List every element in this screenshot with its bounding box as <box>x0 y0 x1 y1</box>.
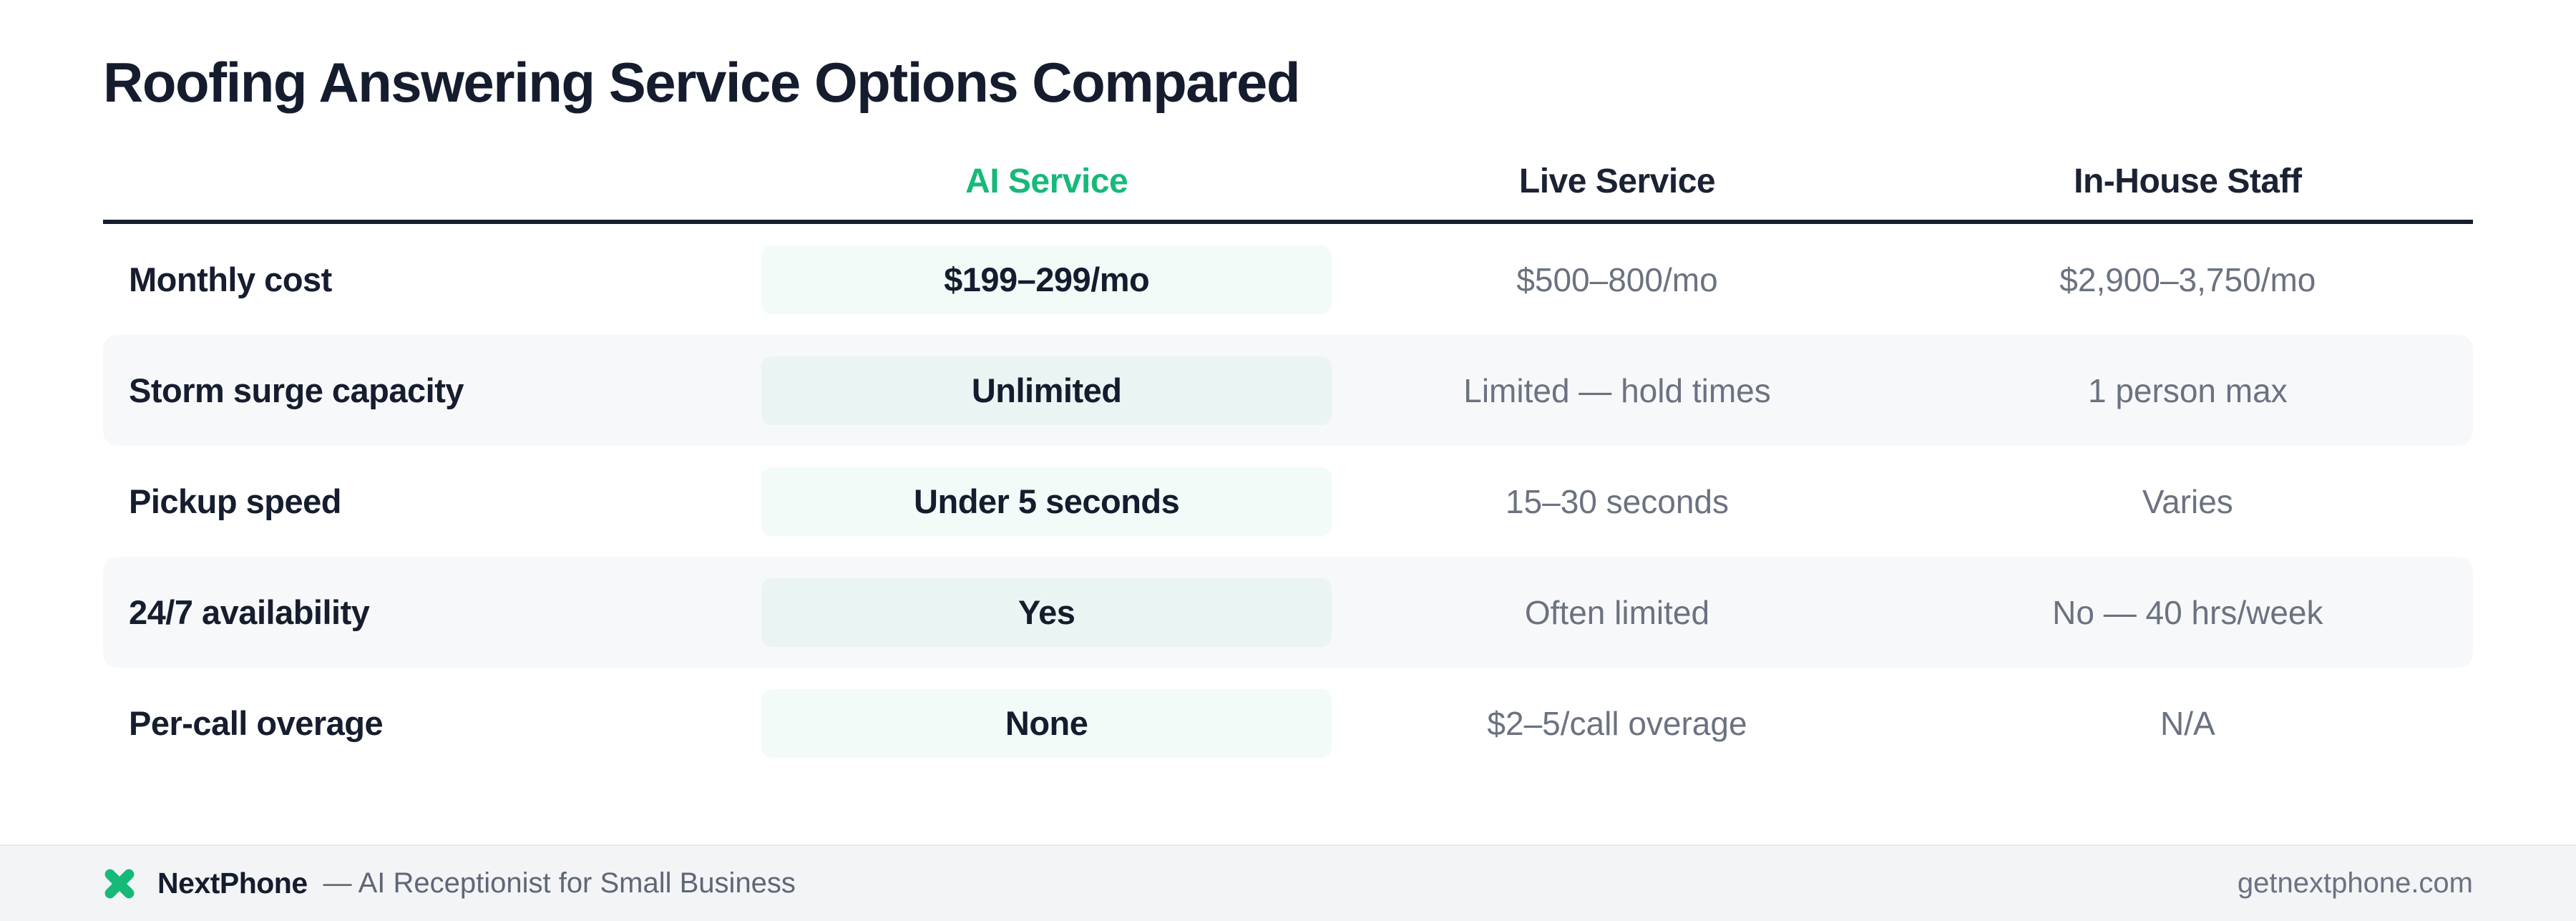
row-label: 24/7 availability <box>129 593 370 631</box>
clover-x-icon <box>103 867 136 900</box>
cell-inhouse: N/A <box>2160 704 2215 742</box>
footer-bar: NextPhone — AI Receptionist for Small Bu… <box>0 844 2576 921</box>
page-title: Roofing Answering Service Options Compar… <box>103 51 1301 114</box>
table-row: 24/7 availability Yes Often limited No —… <box>103 557 2473 668</box>
cell-live: $2–5/call overage <box>1487 704 1747 742</box>
cell-live: 15–30 seconds <box>1505 482 1729 520</box>
ai-value-pill: None <box>761 688 1332 758</box>
website-url: getnextphone.com <box>2237 867 2473 899</box>
cell-ai: None <box>761 668 1332 779</box>
comparison-graphic: Roofing Answering Service Options Compar… <box>103 51 2473 779</box>
cell-inhouse: 1 person max <box>2087 371 2288 409</box>
cell-ai: Unlimited <box>761 335 1332 446</box>
column-header-ai-service: AI Service <box>965 162 1128 200</box>
table-row: Monthly cost $199–299/mo $500–800/mo $2,… <box>103 224 2473 335</box>
cell-inhouse: No — 40 hrs/week <box>2052 593 2323 631</box>
cell-live: Limited — hold times <box>1463 371 1771 409</box>
table-row: Per-call overage None $2–5/call overage … <box>103 668 2473 779</box>
column-header-in-house-staff: In-House Staff <box>2074 162 2302 200</box>
cell-inhouse: Varies <box>2142 482 2233 520</box>
column-header-live-service: Live Service <box>1518 162 1716 200</box>
ai-value-pill: $199–299/mo <box>761 245 1332 314</box>
comparison-table: AI Service Live Service In-House Staff M… <box>103 150 2473 779</box>
table-row: Storm surge capacity Unlimited Limited —… <box>103 335 2473 446</box>
table-row: Pickup speed Under 5 seconds 15–30 secon… <box>103 446 2473 557</box>
cell-ai: Yes <box>761 557 1332 668</box>
cell-ai: Under 5 seconds <box>761 446 1332 557</box>
row-label: Per-call overage <box>129 704 384 742</box>
row-label: Monthly cost <box>129 260 332 298</box>
cell-inhouse: $2,900–3,750/mo <box>2059 260 2316 298</box>
ai-value-pill: Under 5 seconds <box>761 467 1332 536</box>
table-header-row: AI Service Live Service In-House Staff <box>103 150 2473 224</box>
cell-ai: $199–299/mo <box>761 224 1332 335</box>
row-label: Storm surge capacity <box>129 371 464 409</box>
cell-live: Often limited <box>1524 593 1710 631</box>
brand-tagline: — AI Receptionist for Small Business <box>323 867 796 899</box>
ai-value-pill: Yes <box>761 578 1332 647</box>
ai-value-pill: Unlimited <box>761 356 1332 425</box>
cell-live: $500–800/mo <box>1516 260 1718 298</box>
brand-name: NextPhone <box>157 867 308 900</box>
row-label: Pickup speed <box>129 482 342 520</box>
